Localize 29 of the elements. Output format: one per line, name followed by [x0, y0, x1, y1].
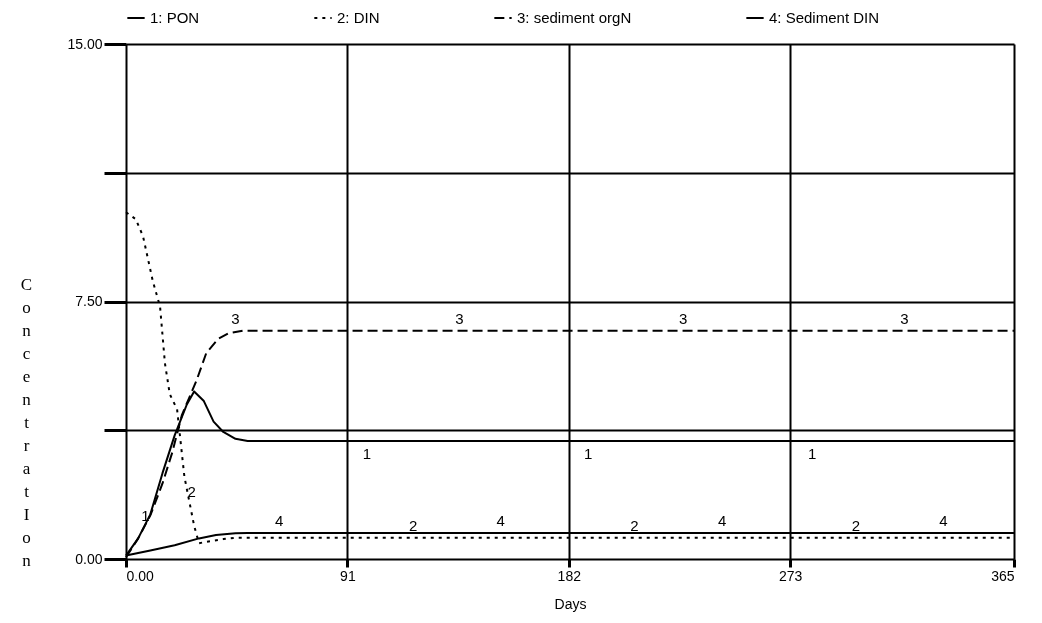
- x-tick-label: 0.00: [126, 567, 154, 584]
- annotation: 4: [939, 511, 948, 529]
- annotation: 2: [851, 516, 861, 534]
- annotation: 2: [630, 516, 639, 534]
- annotation: 1: [584, 444, 593, 462]
- annotation: 3: [678, 309, 688, 327]
- annotation: 4: [717, 511, 727, 529]
- x-tick-label: 182: [557, 567, 582, 584]
- annotation: 3: [900, 309, 909, 327]
- annotation: 2: [408, 516, 418, 534]
- annotation: 4: [496, 511, 505, 529]
- annotation: 3: [455, 309, 464, 327]
- annotation: 1: [362, 444, 372, 462]
- legend-label: 1: PON: [150, 9, 200, 26]
- legend-label: 3: sediment orgN: [517, 9, 632, 26]
- x-tick-label: 365: [991, 567, 1015, 584]
- annotation: 4: [275, 511, 284, 529]
- y-tick-label: 7.50: [75, 293, 103, 309]
- legend-label: 4: Sediment DIN: [769, 9, 880, 26]
- y-tick-label: 0.00: [75, 550, 103, 567]
- annotation: 1: [807, 444, 817, 462]
- text: ConcentratIon: [20, 274, 33, 570]
- legend-label: 2: DIN: [337, 9, 380, 26]
- annotation: 3: [231, 309, 240, 327]
- y-tick-label: 15.00: [67, 35, 103, 52]
- x-tick-label: 91: [340, 567, 356, 584]
- annotation: 2: [187, 483, 196, 501]
- x-tick-label: 273: [779, 567, 803, 584]
- x-axis-title: Days: [554, 595, 587, 612]
